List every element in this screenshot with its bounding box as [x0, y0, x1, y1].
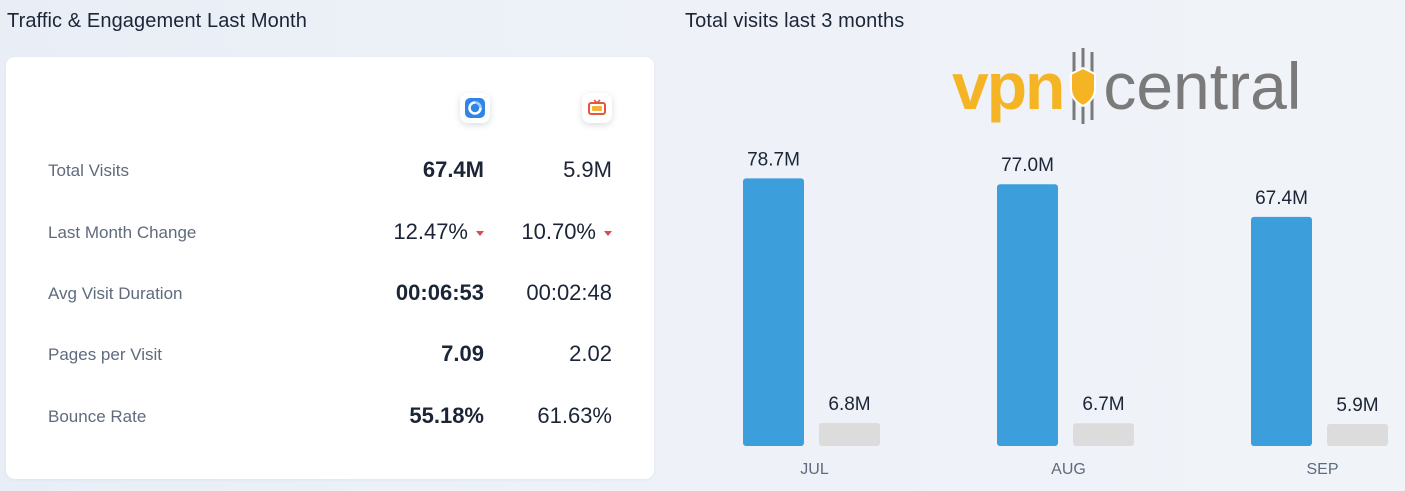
metric-change-b: 10.70% [521, 219, 612, 245]
bar-label-site-a-sep: 67.4M [1255, 188, 1308, 209]
bar-site-b-jul[interactable] [819, 422, 880, 446]
bar-site-b-aug[interactable] [1073, 423, 1134, 446]
x-tick-aug: AUG [1051, 461, 1086, 478]
trend-down-icon [604, 230, 612, 236]
bar-label-site-b-jul: 6.8M [828, 394, 870, 415]
bar-label-site-a-jul: 78.7M [747, 149, 800, 170]
x-tick-jul: JUL [800, 461, 829, 478]
bar-label-site-b-aug: 6.7M [1082, 394, 1124, 415]
visits-chart-title: Total visits last 3 months [685, 10, 905, 32]
site-a-icon[interactable] [460, 93, 490, 123]
metric-pages-b: 2.02 [569, 341, 612, 366]
visits-bar-chart: 78.7M 6.8M JUL 77.0M 6.7M AUG 67.4M 5.9M SEP [743, 149, 1388, 478]
metric-change-b-value: 10.70% [521, 219, 596, 244]
metric-total-visits-a: 67.4M [422, 157, 484, 182]
x-tick-sep: SEP [1306, 461, 1338, 478]
metric-bounce-a: 55.18% [409, 403, 484, 428]
metric-change-a: 12.47% [393, 219, 484, 245]
metric-label-bounce: Bounce Rate [48, 407, 147, 426]
metric-pages-a: 7.09 [441, 341, 484, 366]
vpncentral-logo: vpn central [952, 46, 1301, 126]
bar-site-a-sep[interactable] [1251, 216, 1312, 446]
metric-change-a-value: 12.47% [393, 219, 468, 244]
metric-bounce-b: 61.63% [537, 403, 612, 428]
bar-site-a-aug[interactable] [997, 184, 1058, 446]
engagement-card: Total Visits 67.4M 5.9M Last Month Chang… [6, 57, 654, 479]
blue-app-icon [465, 98, 485, 118]
bar-label-site-a-aug: 77.0M [1001, 155, 1054, 176]
logo-text-central: central [1103, 49, 1302, 123]
site-b-icon[interactable] [582, 93, 612, 123]
metric-label-change: Last Month Change [48, 223, 197, 242]
metric-label-duration: Avg Visit Duration [48, 284, 183, 303]
logo-text-vpn: vpn [952, 49, 1065, 123]
bar-site-a-jul[interactable] [743, 178, 804, 447]
red-tv-icon [588, 99, 606, 115]
metric-duration-a: 00:06:53 [395, 280, 484, 305]
shield-icon [1070, 48, 1097, 124]
metric-label-total-visits: Total Visits [48, 161, 129, 180]
metric-total-visits-b: 5.9M [563, 157, 612, 182]
metric-label-pages: Pages per Visit [48, 345, 163, 364]
metric-duration-b: 00:02:48 [526, 280, 612, 305]
bar-site-b-sep[interactable] [1327, 424, 1388, 446]
engagement-title: Traffic & Engagement Last Month [7, 10, 307, 32]
trend-down-icon [476, 230, 484, 236]
bar-label-site-b-sep: 5.9M [1336, 395, 1378, 416]
